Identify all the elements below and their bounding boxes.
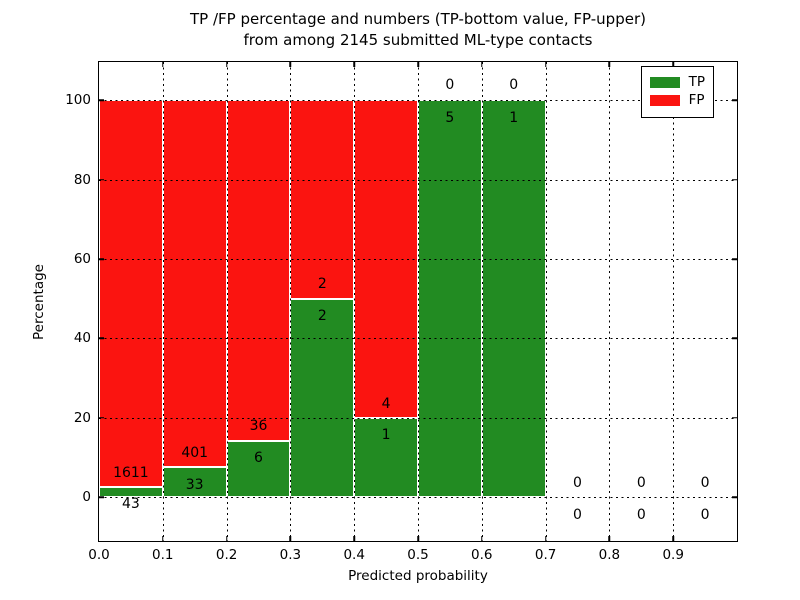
- x-tick-mark-bottom: [672, 536, 674, 541]
- y-tick-label: 0: [82, 489, 91, 506]
- bar-tp-count-label: 6: [254, 449, 263, 466]
- x-tick-label: 0.1: [152, 547, 174, 563]
- bar-tp-count-label: 33: [185, 476, 204, 493]
- x-tick-mark-top: [162, 62, 164, 67]
- x-tick-mark-top: [225, 62, 228, 67]
- bar-fp-count-label: 0: [573, 475, 582, 492]
- bar-tp-count-label: 1: [381, 427, 391, 444]
- bar-fp-count-label: 36: [249, 418, 268, 435]
- x-tick-label: 0.2: [215, 547, 238, 563]
- bar-tp-segment: [290, 298, 355, 498]
- x-tick-mark-top: [417, 62, 419, 67]
- gridline-vertical: [609, 62, 611, 541]
- bar-tp-count-label: 2: [317, 308, 327, 325]
- gridline-vertical: [673, 62, 675, 541]
- y-tick-mark-left: [99, 178, 104, 181]
- x-tick-mark-bottom: [608, 536, 611, 541]
- gridline-vertical: [290, 62, 292, 541]
- gridline-vertical: [481, 62, 483, 541]
- y-tick-mark-right: [732, 178, 737, 181]
- x-tick-mark-top: [544, 62, 547, 67]
- x-tick-label: 0.0: [88, 547, 110, 563]
- bar-fp-count-label: 0: [445, 77, 455, 94]
- y-tick-mark-left: [99, 258, 104, 260]
- legend-entry-tp: TP: [649, 74, 705, 90]
- x-tick-mark-top: [289, 62, 292, 67]
- bar-fp-segment: [226, 100, 291, 441]
- x-tick-mark-bottom: [544, 536, 547, 541]
- y-tick-label: 40: [73, 330, 91, 347]
- x-tick-label: 0.6: [471, 547, 493, 563]
- gridline-vertical: [226, 62, 228, 541]
- bar-tp-count-label: 0: [573, 507, 582, 524]
- y-tick-label: 100: [65, 92, 91, 109]
- bar-fp-count-label: 0: [636, 475, 646, 492]
- y-tick-mark-right: [732, 99, 737, 101]
- tp-color-swatch: [649, 77, 680, 88]
- x-tick-mark-bottom: [289, 536, 292, 541]
- bar-tp-count-label: 43: [121, 496, 140, 513]
- x-tick-label: 0.9: [662, 547, 684, 563]
- bar-tp-segment: [418, 100, 482, 498]
- x-tick-mark-bottom: [417, 536, 419, 541]
- x-tick-mark-bottom: [225, 536, 228, 541]
- y-tick-mark-left: [99, 417, 104, 419]
- bar-fp-count-label: 2: [317, 276, 327, 293]
- y-tick-label: 20: [73, 409, 91, 426]
- x-tick-mark-bottom: [353, 536, 355, 541]
- x-tick-label: 0.4: [343, 547, 365, 563]
- x-tick-mark-top: [672, 62, 674, 67]
- gridline-vertical: [418, 62, 419, 541]
- bar-fp-count-label: 401: [181, 444, 209, 461]
- y-tick-mark-right: [732, 417, 737, 419]
- x-tick-mark-top: [481, 62, 483, 67]
- x-tick-label: 0.7: [534, 547, 557, 563]
- x-tick-label: 0.3: [279, 547, 302, 563]
- y-tick-label: 60: [73, 251, 91, 267]
- chart-title-line2: from among 2145 submitted ML-type contac…: [243, 31, 593, 49]
- fp-color-swatch: [649, 95, 680, 106]
- bar-tp-count-label: 5: [445, 109, 455, 126]
- legend-label-tp: TP: [688, 74, 705, 90]
- bar-tp-segment: [99, 486, 163, 498]
- gridline-vertical: [354, 62, 356, 541]
- bar-fp-segment: [354, 100, 418, 418]
- x-tick-label: 0.5: [407, 547, 429, 563]
- x-tick-label: 0.8: [598, 547, 621, 563]
- bar-fp-count-label: 0: [700, 475, 710, 492]
- legend: TP FP: [640, 66, 714, 118]
- y-tick-mark-left: [99, 337, 104, 340]
- x-tick-mark-bottom: [162, 536, 164, 541]
- x-tick-mark-top: [608, 62, 611, 67]
- y-tick-mark-right: [732, 337, 737, 340]
- x-tick-mark-top: [353, 62, 355, 67]
- y-tick-mark-left: [99, 496, 104, 499]
- y-tick-label: 80: [73, 171, 91, 188]
- y-tick-mark-right: [732, 496, 737, 499]
- bar-tp-count-label: 0: [636, 507, 646, 524]
- plot-area: TP /FP percentage and numbers (TP-bottom…: [31, 10, 738, 584]
- bar-tp-count-label: 0: [700, 507, 710, 524]
- bar-fp-count-label: 1611: [113, 464, 149, 481]
- bar-tp-segment: [162, 467, 227, 498]
- bar-fp-count-label: 0: [509, 77, 519, 94]
- chart-title-line1: TP /FP percentage and numbers (TP-bottom…: [190, 10, 646, 28]
- x-axis-label: Predicted probability: [348, 568, 488, 584]
- gridline-vertical: [545, 62, 547, 541]
- y-axis-label: Percentage: [31, 263, 47, 340]
- bar-tp-count-label: 1: [509, 109, 519, 126]
- bar-fp-segment: [99, 100, 163, 487]
- bar-fp-segment: [162, 100, 227, 468]
- gridline-vertical: [162, 62, 164, 541]
- legend-entry-fp: FP: [649, 92, 705, 108]
- legend-label-fp: FP: [688, 92, 705, 108]
- chart-title: TP /FP percentage and numbers (TP-bottom…: [99, 9, 737, 51]
- bar-fp-count-label: 4: [381, 395, 391, 412]
- y-tick-mark-right: [732, 258, 737, 260]
- bar-fp-segment: [290, 100, 355, 299]
- y-tick-mark-left: [99, 99, 104, 101]
- x-tick-mark-bottom: [481, 536, 483, 541]
- bar-tp-segment: [481, 100, 546, 498]
